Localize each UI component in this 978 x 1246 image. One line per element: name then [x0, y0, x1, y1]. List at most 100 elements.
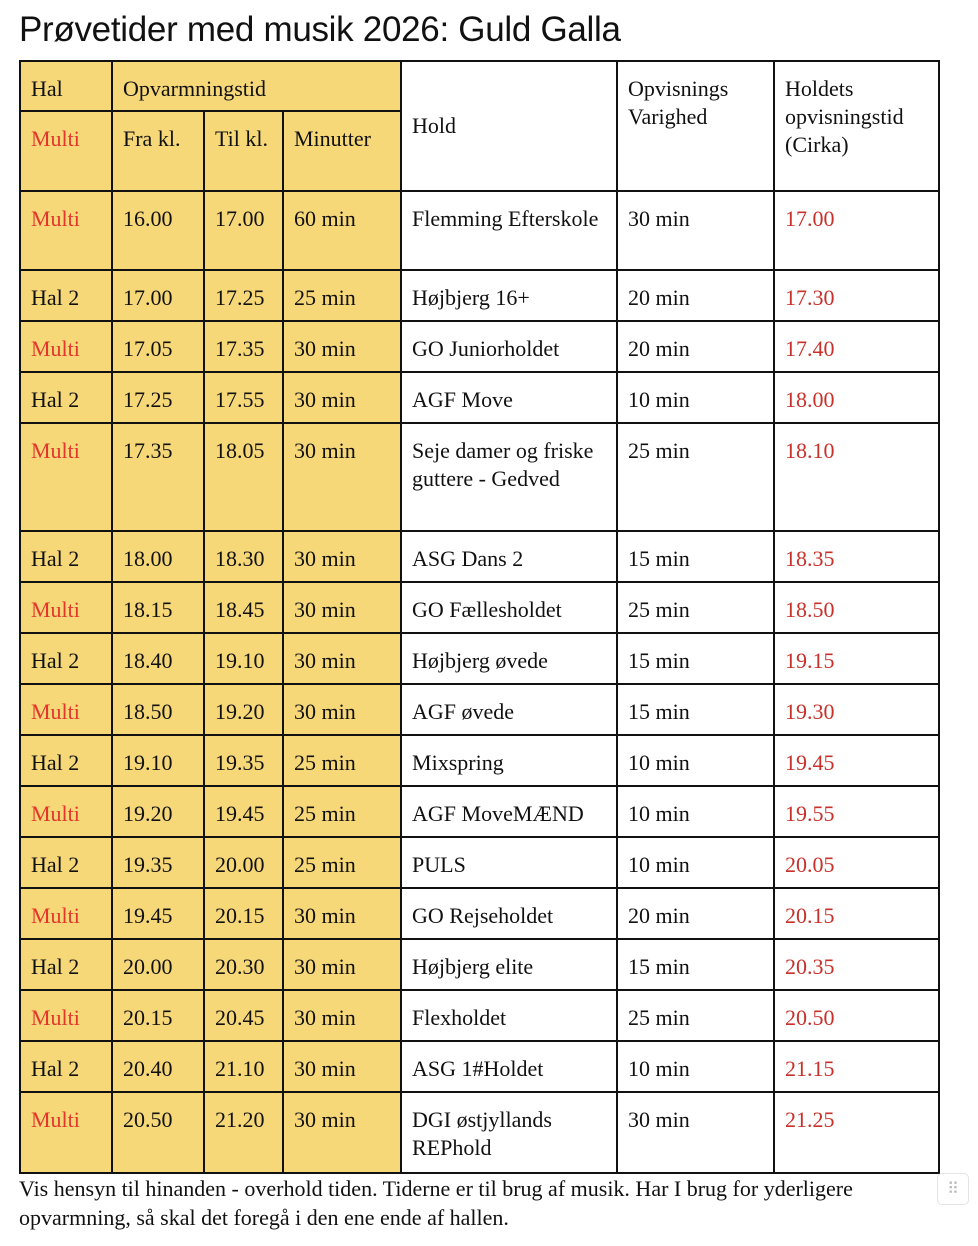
varighed-cell: 15 min — [616, 530, 776, 583]
hal-cell: Multi — [19, 887, 113, 940]
header-row: Hal Opvarmningstid Hold Opvisnings Varig… — [19, 60, 941, 192]
hold-cell: PULS — [400, 836, 619, 889]
opvisningstid-cell: 17.00 — [773, 190, 941, 271]
til-cell: 21.10 — [203, 1040, 284, 1093]
fra-cell: 20.40 — [111, 1040, 205, 1093]
hal-cell: Multi — [19, 581, 113, 634]
hal-cell: Multi — [19, 785, 113, 838]
minutter-cell: 30 min — [281, 989, 403, 1042]
minutter-cell: 25 min — [281, 269, 403, 322]
til-cell: 19.20 — [203, 683, 284, 736]
varighed-cell: 10 min — [616, 734, 776, 787]
varighed-cell: 10 min — [616, 836, 776, 889]
fra-cell: 20.15 — [111, 989, 205, 1042]
til-cell: 17.35 — [203, 320, 284, 373]
varighed-cell: 25 min — [616, 581, 776, 634]
fra-cell: 17.05 — [111, 320, 205, 373]
fra-cell: 18.15 — [111, 581, 205, 634]
fra-cell: 20.50 — [111, 1091, 205, 1174]
til-cell: 21.20 — [203, 1091, 284, 1174]
hold-cell: GO Rejseholdet — [400, 887, 619, 940]
hal-cell: Multi — [19, 683, 113, 736]
header-fra: Fra kl. — [111, 110, 205, 192]
table-row: Multi 16.00 17.00 60 min Flemming Efterskole… — [19, 190, 941, 271]
fra-cell: 19.10 — [111, 734, 205, 787]
hal-cell: Hal 2 — [19, 836, 113, 889]
fra-cell: 17.25 — [111, 371, 205, 424]
fra-cell: 18.00 — [111, 530, 205, 583]
til-cell: 18.30 — [203, 530, 284, 583]
header-opvisningstid: Holdets opvisningstid (Cirka) — [773, 60, 941, 192]
opvisningstid-cell: 18.10 — [773, 422, 941, 532]
hold-cell: Mixspring — [400, 734, 619, 787]
table-row: Hal 2 20.40 21.10 30 min ASG 1#Holdet 10 min 2… — [19, 1040, 941, 1093]
fra-cell: 18.50 — [111, 683, 205, 736]
fra-cell: 20.00 — [111, 938, 205, 991]
minutter-cell: 30 min — [281, 422, 403, 532]
header-hold: Hold — [400, 60, 619, 192]
minutter-cell: 30 min — [281, 530, 403, 583]
fra-cell: 17.35 — [111, 422, 205, 532]
til-cell: 18.45 — [203, 581, 284, 634]
fra-cell: 19.45 — [111, 887, 205, 940]
opvisningstid-cell: 19.15 — [773, 632, 941, 685]
fra-cell: 18.40 — [111, 632, 205, 685]
hal-cell: Hal 2 — [19, 1040, 113, 1093]
minutter-cell: 30 min — [281, 683, 403, 736]
hold-cell: DGI østjyllands REPhold — [400, 1091, 619, 1174]
table-row: Hal 2 17.25 17.55 30 min AGF Move 10 min 18.00 — [19, 371, 941, 424]
header-til: Til kl. — [203, 110, 284, 192]
til-cell: 20.15 — [203, 887, 284, 940]
header-varighed: Opvisnings Varighed — [616, 60, 776, 192]
opvisningstid-cell: 19.45 — [773, 734, 941, 787]
minutter-cell: 25 min — [281, 734, 403, 787]
varighed-cell: 10 min — [616, 1040, 776, 1093]
opvisningstid-cell: 20.05 — [773, 836, 941, 889]
hold-cell: Flemming Efterskole — [400, 190, 619, 271]
table-row: Hal 2 20.00 20.30 30 min Højbjerg elite 15 mi… — [19, 938, 941, 991]
opvisningstid-cell: 20.15 — [773, 887, 941, 940]
opvisningstid-cell: 18.50 — [773, 581, 941, 634]
hold-cell: AGF MoveMÆND — [400, 785, 619, 838]
varighed-cell: 30 min — [616, 1091, 776, 1174]
hal-cell: Hal 2 — [19, 632, 113, 685]
header-opvarmningstid: Opvarmningstid — [110, 60, 403, 112]
drag-handle-icon[interactable]: ⠿ — [937, 1173, 969, 1205]
table-row: Multi 19.45 20.15 30 min GO Rejseholdet 20 mi… — [19, 887, 941, 940]
hal-cell: Multi — [19, 422, 113, 532]
varighed-cell: 15 min — [616, 683, 776, 736]
hold-cell: Højbjerg 16+ — [400, 269, 619, 322]
hold-cell: ASG 1#Holdet — [400, 1040, 619, 1093]
table-row: Multi 17.35 18.05 30 min Seje damer og frisk… — [19, 422, 941, 532]
fra-cell: 19.35 — [111, 836, 205, 889]
fra-cell: 16.00 — [111, 190, 205, 271]
footer-note: Vis hensyn til hinanden - overhold tiden… — [19, 1176, 853, 1230]
table-row: Multi 17.05 17.35 30 min GO Juniorholdet 20 m… — [19, 320, 941, 373]
hal-cell: Hal 2 — [19, 371, 113, 424]
til-cell: 17.25 — [203, 269, 284, 322]
opvisningstid-cell: 21.15 — [773, 1040, 941, 1093]
table-row: Hal 2 18.00 18.30 30 min ASG Dans 2 15 min 18.… — [19, 530, 941, 583]
hal-cell: Hal 2 — [19, 530, 113, 583]
til-cell: 20.45 — [203, 989, 284, 1042]
hold-cell: Højbjerg øvede — [400, 632, 619, 685]
minutter-cell: 30 min — [281, 320, 403, 373]
til-cell: 19.10 — [203, 632, 284, 685]
varighed-cell: 15 min — [616, 632, 776, 685]
hold-cell: Højbjerg elite — [400, 938, 619, 991]
hold-cell: GO Fællesholdet — [400, 581, 619, 634]
table-row: Hal 2 18.40 19.10 30 min Højbjerg øvede 15 mi… — [19, 632, 941, 685]
minutter-cell: 30 min — [281, 632, 403, 685]
table-row: Hal 2 17.00 17.25 25 min Højbjerg 16+ 20 min 1… — [19, 269, 941, 322]
table-row: Multi 19.20 19.45 25 min AGF MoveMÆND 10 min 1… — [19, 785, 941, 838]
hal-cell: Hal 2 — [19, 734, 113, 787]
fra-cell: 19.20 — [111, 785, 205, 838]
varighed-cell: 20 min — [616, 269, 776, 322]
varighed-cell: 25 min — [616, 989, 776, 1042]
header-multi: Multi — [19, 110, 113, 192]
minutter-cell: 25 min — [281, 836, 403, 889]
til-cell: 20.00 — [203, 836, 284, 889]
varighed-cell: 25 min — [616, 422, 776, 532]
minutter-cell: 30 min — [281, 581, 403, 634]
hold-cell: Seje damer og friske guttere - Gedved — [400, 422, 619, 532]
